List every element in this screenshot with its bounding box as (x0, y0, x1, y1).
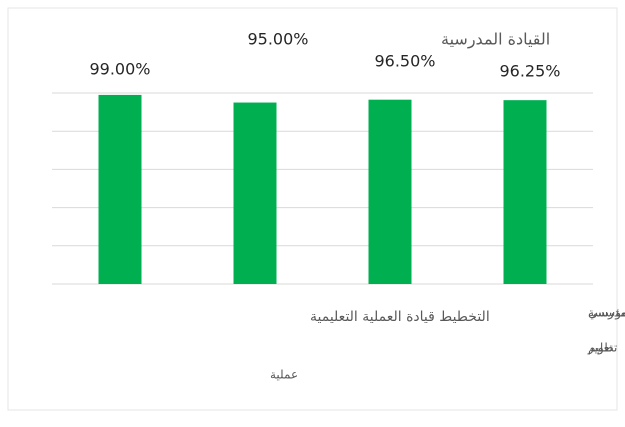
category-label: التخطيط قيادة العملية التعليمية (310, 309, 490, 325)
data-label: 99.00% (89, 60, 150, 79)
chart-title: القيادة المدرسية (441, 30, 550, 50)
data-label: 96.25% (499, 62, 560, 81)
category-label: مؤسسة (588, 306, 625, 321)
bar (233, 102, 277, 284)
category-label: تعليم (588, 341, 613, 355)
bar (503, 100, 547, 284)
data-label: 96.50% (374, 52, 435, 71)
data-label: 95.00% (247, 30, 308, 49)
category-label: مدرسي (588, 306, 625, 321)
bar (368, 99, 412, 284)
bar (98, 94, 142, 284)
category-label: تطوير (587, 341, 617, 356)
category-label: عملية (270, 368, 298, 382)
